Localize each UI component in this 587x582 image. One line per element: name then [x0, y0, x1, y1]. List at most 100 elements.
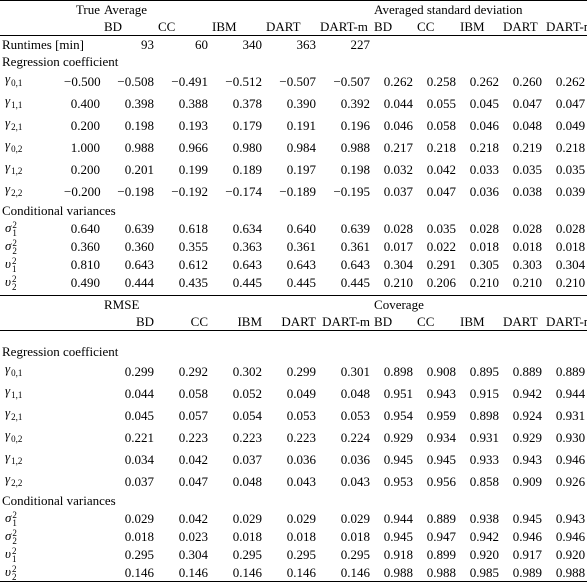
value-cell: 0.048: [340, 385, 371, 401]
row-label: γ0,1: [0, 360, 62, 382]
value-cell: 0.146: [156, 563, 210, 582]
value-cell: 0.201: [124, 161, 154, 177]
subscript: 2: [11, 572, 17, 582]
value-cell: 0.218: [426, 139, 457, 155]
column-header: IBM: [210, 313, 264, 332]
value-cell: 0.206: [426, 274, 457, 290]
value-cell: 0.444: [124, 274, 154, 290]
value-cell: 0.299: [124, 363, 154, 379]
table-row: σ 2 1 0.640 0.639 0.618 0.634 0.640 0.639 0.028 0.…: [0, 219, 587, 239]
value-cell: 0.931: [555, 407, 586, 423]
symbol: υ: [5, 546, 11, 562]
subscript: 1: [12, 228, 17, 239]
value-cell: 0.046: [469, 117, 500, 133]
value-cell: 0.959: [426, 407, 457, 423]
value-cell: 0.023: [178, 528, 208, 544]
value-cell: 0.262: [383, 73, 414, 89]
value-cell: 0.895: [469, 363, 500, 379]
value-cell: 0.193: [178, 117, 208, 133]
value-cell: 0.942: [512, 385, 543, 401]
value-cell: 0.302: [232, 363, 262, 379]
value-cell: 0.445: [232, 274, 262, 290]
symbol: σ: [5, 528, 12, 544]
value-cell: 0.388: [178, 95, 208, 111]
empty-cell: [62, 448, 102, 470]
value-cell: 0.262: [469, 73, 500, 89]
value-cell: 0.942: [469, 528, 500, 544]
value-cell: 0.304: [555, 256, 586, 272]
value-cell: 0.028: [555, 220, 586, 236]
value-cell: 0.048: [232, 473, 262, 489]
column-header: CC: [415, 313, 459, 332]
value-cell: 0.915: [469, 385, 500, 401]
value-cell: 0.951: [383, 385, 414, 401]
value-cell: 0.918: [383, 546, 414, 562]
section-title: Regression coefficient: [2, 54, 119, 69]
value-cell: 0.042: [178, 510, 208, 526]
value-cell: −0.198: [117, 183, 154, 199]
group-header: Average: [102, 0, 373, 18]
value-cell: 0.036: [340, 451, 371, 467]
value-cell: 0.198: [124, 117, 154, 133]
column-header: BD: [102, 313, 156, 332]
value-cell: 0.018: [340, 528, 371, 544]
value-cell: 0.355: [178, 238, 208, 254]
value-cell: 0.218: [469, 139, 500, 155]
empty-cell: [0, 295, 102, 314]
value-cell: 0.033: [469, 161, 500, 177]
value-cell: 0.029: [286, 510, 316, 526]
value-cell: 0.053: [340, 407, 371, 423]
symbol: γ: [5, 71, 11, 86]
column-header: CC: [156, 313, 210, 332]
value-cell: 0.258: [426, 73, 457, 89]
value-cell: 0.926: [555, 473, 586, 489]
subscript: 1: [11, 554, 17, 565]
column-header: IBM: [458, 313, 502, 332]
value-cell: 0.219: [512, 139, 543, 155]
subscript: 2,1: [11, 412, 23, 423]
superscript: 2: [11, 546, 17, 557]
row-label: γ2,1: [0, 114, 62, 136]
value-cell: 0.361: [286, 238, 316, 254]
section-title: Conditional variances: [2, 203, 116, 218]
column-header: CC: [415, 18, 459, 36]
value-cell: 0.639: [124, 220, 154, 236]
value-cell: 0.029: [232, 510, 262, 526]
value-cell: 0.889: [512, 363, 543, 379]
table-row: γ2,2 0.037 0.047 0.048 0.043 0.043 0.953 0.956 0…: [0, 470, 587, 492]
column-header: IBM: [458, 18, 502, 36]
value-cell: 0.058: [426, 117, 457, 133]
table-row: γ1,2 0.034 0.042 0.037 0.036 0.036 0.945 0.945 0…: [0, 448, 587, 470]
value-cell: 0.945: [383, 451, 414, 467]
column-header: DART: [501, 18, 545, 36]
value-cell: 0.028: [512, 220, 543, 236]
value-cell: −0.508: [117, 73, 154, 89]
row-label: γ0,1: [0, 70, 62, 92]
value-cell: 0.889: [555, 363, 586, 379]
value-cell: 0.146: [102, 563, 156, 582]
value-cell: 0.044: [383, 95, 414, 111]
value-cell: 0.036: [286, 451, 316, 467]
value-cell: −0.491: [171, 73, 208, 89]
table-row: γ0,1 0.299 0.292 0.302 0.299 0.301 0.898 0.908 0…: [0, 360, 587, 382]
subscript: 0,1: [11, 78, 23, 88]
symbol: γ: [5, 137, 11, 152]
table-row: γ1,1 0.400 0.398 0.388 0.378 0.390 0.392 0.044 0…: [0, 92, 587, 114]
empty-cell: [62, 382, 102, 404]
value-cell: 0.929: [383, 429, 414, 445]
value-cell: 0.044: [124, 385, 154, 401]
table-row: True Average Averaged standard deviation: [0, 0, 587, 18]
subscript: 1,2: [11, 166, 23, 176]
table-row: [0, 331, 587, 344]
value-cell: 0.643: [286, 256, 316, 272]
subscript: 2,1: [11, 122, 23, 132]
value-cell: 0.029: [340, 510, 371, 526]
value-cell: 0.639: [340, 220, 371, 236]
true-value: −0.500: [64, 73, 101, 89]
